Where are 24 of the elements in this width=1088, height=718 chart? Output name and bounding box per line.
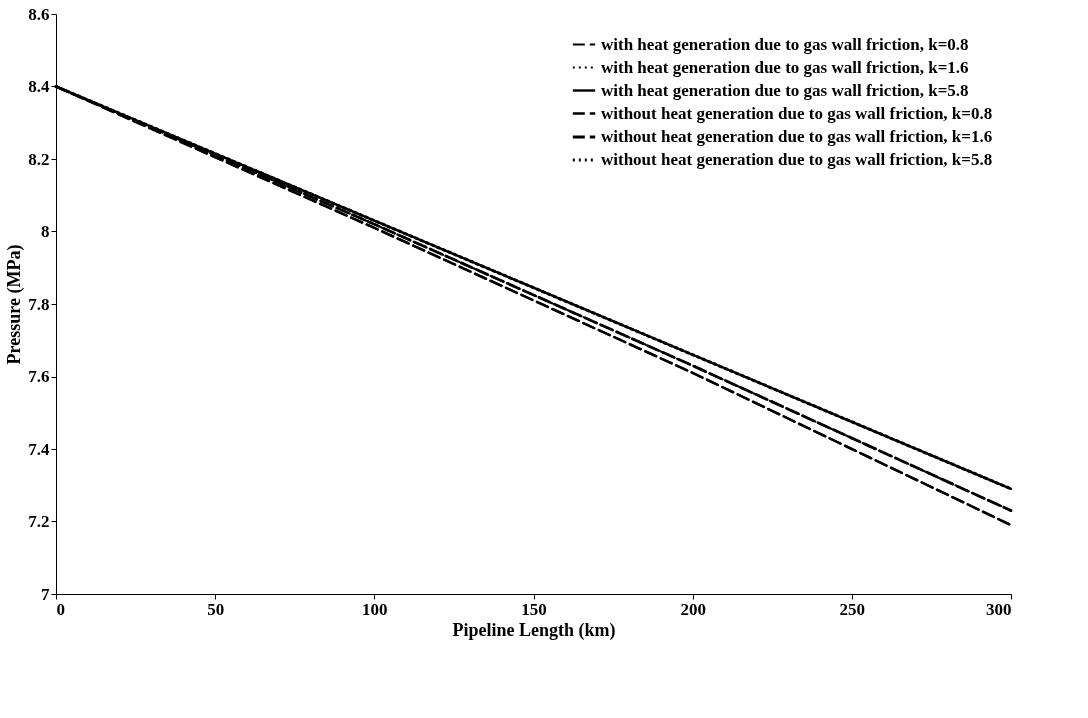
x-tick-label: 300 — [986, 599, 1012, 619]
x-tick-label: 150 — [521, 599, 547, 619]
x-tick-label: 0 — [56, 599, 65, 619]
y-tick-label: 8.6 — [28, 4, 50, 24]
y-tick-label: 8.2 — [28, 149, 50, 169]
x-tick-label: 100 — [362, 599, 388, 619]
legend-label: with heat generation due to gas wall friction, k=1.6 — [601, 57, 969, 77]
x-tick-label: 250 — [839, 599, 866, 619]
y-tick-label: 7.2 — [28, 512, 50, 531]
legend-label: with heat generation due to gas wall friction, k=0.8 — [601, 34, 969, 54]
y-tick-label: 8.4 — [28, 77, 50, 96]
legend-label: without heat generation due to gas wall friction, k=5.8 — [601, 150, 993, 169]
y-axis-title: Pressure (MPa) — [4, 244, 26, 365]
y-tick-label: 7 — [41, 584, 50, 604]
y-tick-label: 7.8 — [28, 294, 50, 314]
x-axis-title: Pipeline Length (km) — [452, 619, 616, 641]
y-tick-label: 7.4 — [28, 439, 50, 459]
x-tick-label: 200 — [680, 599, 706, 619]
legend-label: with heat generation due to gas wall friction, k=5.8 — [601, 80, 969, 100]
legend-label: without heat generation due to gas wall friction, k=1.6 — [601, 127, 993, 146]
legend-label: without heat generation due to gas wall friction, k=0.8 — [601, 103, 993, 123]
x-tick-label: 50 — [207, 599, 225, 619]
y-tick-label: 7.6 — [28, 367, 50, 386]
y-tick-label: 8 — [41, 222, 50, 241]
